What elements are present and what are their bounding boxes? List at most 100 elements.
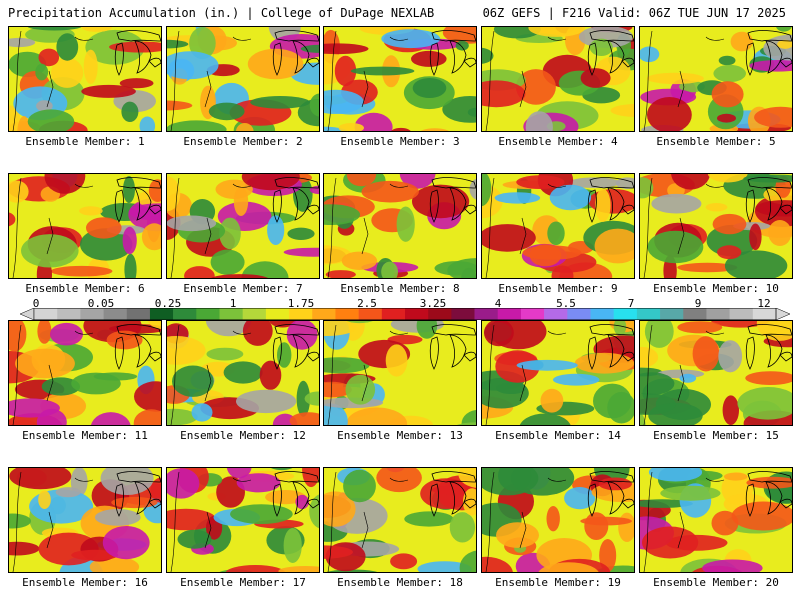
state-border-line bbox=[204, 364, 212, 402]
great-lakes-outline bbox=[745, 336, 755, 370]
precip-contour-blob bbox=[522, 245, 582, 260]
precip-contour-blob bbox=[41, 377, 81, 396]
precip-contour-blob bbox=[754, 106, 792, 128]
great-lakes-outline bbox=[306, 351, 319, 362]
ensemble-member-label: Ensemble Member: 20 bbox=[653, 576, 779, 589]
precipitation-field-map bbox=[324, 468, 476, 572]
precip-contour-blob bbox=[447, 258, 476, 278]
precip-contour-blob bbox=[283, 247, 319, 257]
ensemble-member-label: Ensemble Member: 8 bbox=[340, 282, 460, 295]
colorbar-swatch bbox=[219, 308, 243, 320]
great-lakes-outline bbox=[747, 324, 792, 336]
precip-contour-blob bbox=[167, 408, 198, 425]
precip-contour-blob bbox=[660, 485, 721, 501]
great-lakes-outline bbox=[449, 40, 467, 74]
precip-contour-blob bbox=[9, 541, 40, 556]
great-lakes-outline bbox=[449, 481, 467, 515]
state-border-line bbox=[705, 183, 725, 188]
great-lakes-outline bbox=[587, 336, 597, 370]
state-border-line bbox=[677, 364, 685, 402]
precip-contour-blob bbox=[21, 234, 79, 268]
precip-contour-blob bbox=[37, 321, 52, 344]
precipitation-field-map bbox=[167, 321, 319, 425]
precip-contour-blob bbox=[51, 57, 84, 88]
great-lakes-outline bbox=[272, 42, 282, 76]
precipitation-field-map bbox=[482, 27, 634, 131]
precip-contour-blob bbox=[354, 112, 393, 131]
great-lakes-outline bbox=[463, 351, 476, 362]
precipitation-field-map bbox=[167, 27, 319, 131]
colorbar-swatch bbox=[358, 308, 383, 320]
great-lakes-outline bbox=[765, 481, 783, 515]
precip-contour-blob bbox=[324, 43, 369, 55]
great-lakes-outline bbox=[429, 336, 439, 370]
precip-contour-blob bbox=[482, 174, 492, 207]
ensemble-member-label: Ensemble Member: 6 bbox=[25, 282, 145, 295]
state-border-line bbox=[547, 477, 567, 482]
state-border-line bbox=[204, 217, 212, 255]
precip-contour-blob bbox=[482, 377, 529, 409]
precip-contour-blob bbox=[167, 51, 219, 80]
precip-contour-blob bbox=[15, 348, 75, 379]
precip-contour-blob bbox=[208, 102, 245, 121]
colorbar-swatch bbox=[567, 308, 591, 320]
great-lakes-outline bbox=[272, 189, 282, 223]
precip-contour-blob bbox=[564, 487, 596, 510]
ensemble-member-label: Ensemble Member: 14 bbox=[495, 429, 621, 442]
colorbar-max-arrow bbox=[775, 308, 790, 320]
precip-contour-blob bbox=[172, 365, 214, 397]
great-lakes-outline bbox=[589, 471, 634, 483]
colorbar-tick-label: 1.75 bbox=[287, 297, 315, 310]
state-border-line bbox=[46, 511, 54, 549]
precip-contour-blob bbox=[644, 321, 674, 348]
precip-contour-blob bbox=[482, 224, 536, 252]
state-border-line bbox=[46, 364, 54, 402]
ensemble-map-panel bbox=[639, 173, 793, 279]
precip-contour-blob bbox=[376, 468, 422, 493]
precip-contour-blob bbox=[9, 321, 27, 352]
great-lakes-outline bbox=[765, 187, 783, 221]
precip-contour-blob bbox=[361, 180, 419, 203]
state-border-line bbox=[204, 511, 212, 549]
precip-contour-blob bbox=[236, 473, 281, 493]
precip-contour-blob bbox=[595, 188, 611, 222]
precip-contour-blob bbox=[677, 321, 723, 334]
great-lakes-outline bbox=[587, 189, 597, 223]
precip-contour-blob bbox=[647, 230, 704, 264]
colorbar-swatch bbox=[497, 308, 522, 320]
precip-contour-blob bbox=[593, 383, 632, 419]
precip-contour-blob bbox=[442, 96, 476, 123]
state-border-line bbox=[74, 330, 94, 335]
ensemble-map-panel bbox=[323, 173, 477, 279]
ensemble-map-panel bbox=[481, 173, 635, 279]
precip-contour-blob bbox=[334, 55, 357, 87]
precip-contour-blob bbox=[287, 227, 315, 240]
precip-contour-blob bbox=[9, 212, 16, 227]
map-title: Precipitation Accumulation (in.) | Colle… bbox=[8, 6, 435, 20]
precip-contour-blob bbox=[38, 48, 60, 67]
precip-contour-blob bbox=[191, 403, 213, 422]
precip-contour-blob bbox=[547, 221, 565, 246]
precip-contour-blob bbox=[167, 120, 227, 131]
great-lakes-outline bbox=[116, 324, 161, 336]
precip-contour-blob bbox=[148, 179, 161, 202]
precip-contour-blob bbox=[516, 359, 578, 371]
precip-contour-blob bbox=[642, 526, 699, 559]
great-lakes-outline bbox=[292, 40, 310, 74]
precip-contour-blob bbox=[776, 27, 792, 32]
precip-contour-blob bbox=[456, 422, 476, 425]
precip-contour-blob bbox=[211, 274, 268, 278]
great-lakes-outline bbox=[765, 334, 783, 368]
precip-contour-blob bbox=[749, 223, 762, 251]
state-border-line bbox=[12, 30, 22, 131]
precipitation-field-map bbox=[640, 27, 792, 131]
state-border-line bbox=[389, 477, 409, 482]
precip-contour-blob bbox=[467, 107, 476, 117]
precip-contour-blob bbox=[717, 113, 736, 123]
precip-contour-blob bbox=[525, 111, 553, 131]
state-border-line bbox=[327, 471, 337, 572]
colorbar-swatch bbox=[520, 308, 545, 320]
state-border-line bbox=[12, 177, 22, 278]
precip-contour-blob bbox=[338, 123, 364, 131]
precip-contour-blob bbox=[350, 66, 415, 76]
